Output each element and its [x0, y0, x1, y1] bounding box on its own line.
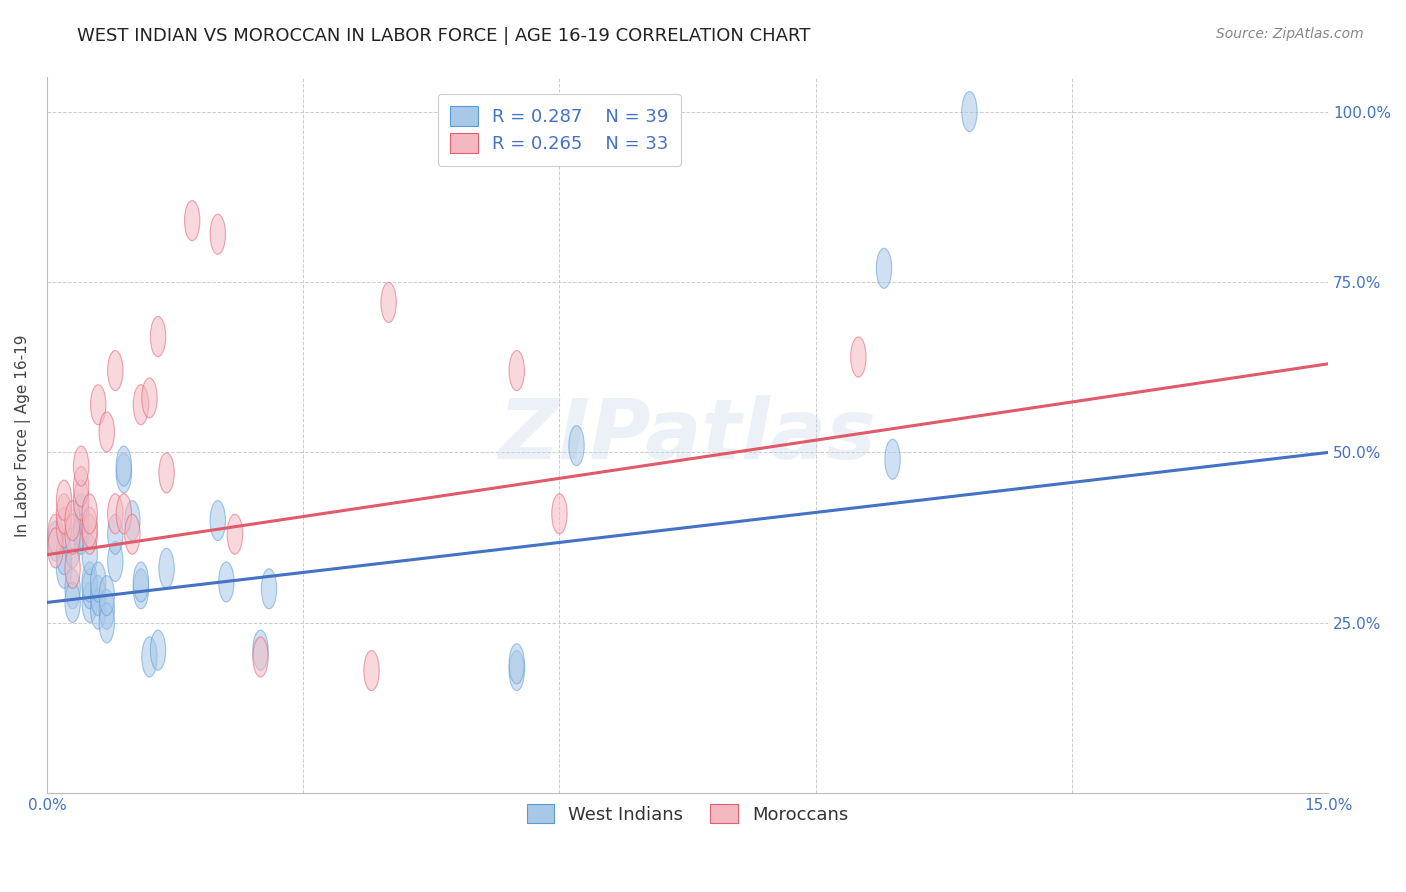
- Ellipse shape: [65, 500, 80, 541]
- Ellipse shape: [98, 603, 114, 643]
- Text: WEST INDIAN VS MOROCCAN IN LABOR FORCE | AGE 16-19 CORRELATION CHART: WEST INDIAN VS MOROCCAN IN LABOR FORCE |…: [77, 27, 811, 45]
- Ellipse shape: [108, 541, 122, 582]
- Ellipse shape: [125, 500, 141, 541]
- Ellipse shape: [962, 92, 977, 132]
- Ellipse shape: [509, 644, 524, 684]
- Ellipse shape: [117, 453, 132, 493]
- Ellipse shape: [184, 201, 200, 241]
- Ellipse shape: [98, 412, 114, 452]
- Ellipse shape: [48, 521, 63, 561]
- Ellipse shape: [82, 514, 97, 554]
- Ellipse shape: [509, 650, 524, 690]
- Ellipse shape: [48, 514, 63, 554]
- Ellipse shape: [108, 514, 122, 554]
- Ellipse shape: [209, 214, 225, 254]
- Ellipse shape: [73, 467, 89, 507]
- Ellipse shape: [228, 514, 243, 554]
- Ellipse shape: [73, 446, 89, 486]
- Ellipse shape: [364, 650, 380, 690]
- Ellipse shape: [82, 494, 97, 533]
- Ellipse shape: [56, 534, 72, 574]
- Ellipse shape: [219, 562, 233, 602]
- Ellipse shape: [82, 534, 97, 574]
- Ellipse shape: [209, 500, 225, 541]
- Ellipse shape: [134, 384, 149, 425]
- Ellipse shape: [73, 508, 89, 548]
- Ellipse shape: [150, 317, 166, 357]
- Ellipse shape: [253, 630, 269, 670]
- Ellipse shape: [509, 351, 524, 391]
- Ellipse shape: [82, 569, 97, 609]
- Ellipse shape: [262, 569, 277, 609]
- Ellipse shape: [90, 384, 105, 425]
- Ellipse shape: [884, 439, 900, 479]
- Ellipse shape: [56, 480, 72, 520]
- Ellipse shape: [851, 337, 866, 377]
- Ellipse shape: [159, 453, 174, 493]
- Ellipse shape: [159, 549, 174, 589]
- Ellipse shape: [65, 514, 80, 554]
- Ellipse shape: [381, 283, 396, 323]
- Ellipse shape: [90, 575, 105, 615]
- Ellipse shape: [65, 582, 80, 623]
- Ellipse shape: [82, 582, 97, 623]
- Ellipse shape: [98, 590, 114, 629]
- Text: Source: ZipAtlas.com: Source: ZipAtlas.com: [1216, 27, 1364, 41]
- Ellipse shape: [73, 494, 89, 533]
- Ellipse shape: [142, 637, 157, 677]
- Ellipse shape: [73, 514, 89, 554]
- Ellipse shape: [569, 425, 585, 466]
- Ellipse shape: [134, 562, 149, 602]
- Ellipse shape: [73, 480, 89, 520]
- Ellipse shape: [56, 508, 72, 548]
- Ellipse shape: [56, 494, 72, 533]
- Ellipse shape: [551, 494, 567, 533]
- Ellipse shape: [82, 508, 97, 548]
- Ellipse shape: [108, 494, 122, 533]
- Ellipse shape: [65, 569, 80, 609]
- Ellipse shape: [125, 514, 141, 554]
- Y-axis label: In Labor Force | Age 16-19: In Labor Force | Age 16-19: [15, 334, 31, 537]
- Legend: West Indians, Moroccans: West Indians, Moroccans: [516, 793, 859, 834]
- Ellipse shape: [90, 590, 105, 629]
- Ellipse shape: [65, 528, 80, 568]
- Ellipse shape: [117, 446, 132, 486]
- Text: ZIPatlas: ZIPatlas: [499, 395, 876, 476]
- Ellipse shape: [65, 549, 80, 589]
- Ellipse shape: [253, 637, 269, 677]
- Ellipse shape: [117, 494, 132, 533]
- Ellipse shape: [48, 528, 63, 568]
- Ellipse shape: [90, 562, 105, 602]
- Ellipse shape: [56, 549, 72, 589]
- Ellipse shape: [142, 378, 157, 418]
- Ellipse shape: [876, 248, 891, 288]
- Ellipse shape: [134, 569, 149, 609]
- Ellipse shape: [150, 630, 166, 670]
- Ellipse shape: [108, 351, 122, 391]
- Ellipse shape: [82, 562, 97, 602]
- Ellipse shape: [98, 575, 114, 615]
